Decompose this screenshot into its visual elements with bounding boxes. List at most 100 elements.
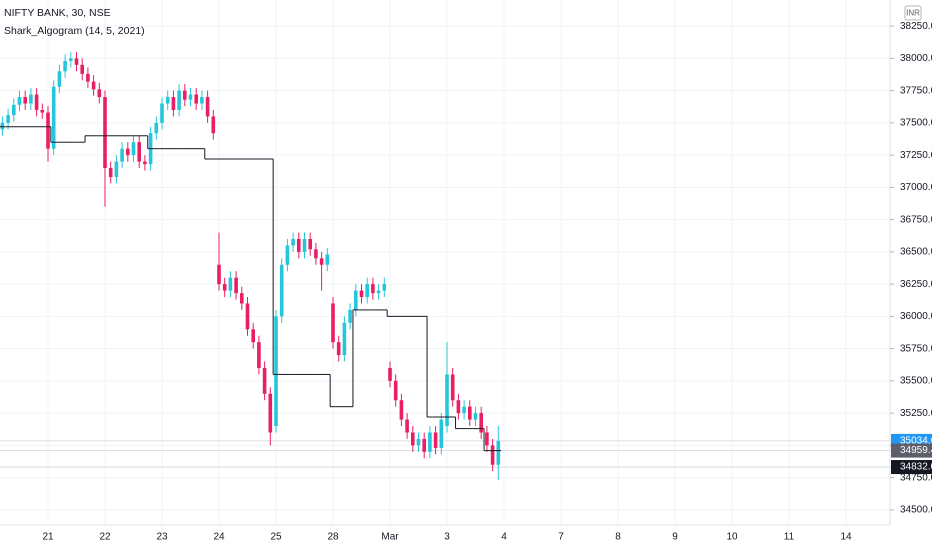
candle-body (342, 322, 347, 356)
candle-body (302, 238, 307, 252)
x-tick-label: 14 (840, 532, 852, 543)
candle-body (234, 277, 238, 294)
candle-body (365, 284, 369, 298)
candle-body (314, 249, 318, 259)
candle-body (354, 290, 358, 310)
candle-body (468, 406, 472, 420)
x-tick-label: 28 (327, 532, 339, 543)
candle-body (462, 406, 466, 414)
candle-body (177, 90, 181, 110)
candle-body (479, 413, 483, 433)
y-tick-label: 36500.00 (900, 247, 932, 258)
y-tick-label: 34750.00 (900, 472, 932, 483)
candle-body (411, 432, 415, 446)
candle-body (171, 97, 176, 110)
candle-body (86, 73, 90, 82)
candle-body (17, 97, 22, 105)
price-label-bg (891, 460, 932, 475)
candle-body (445, 374, 449, 427)
candle-body (285, 245, 290, 265)
candle-body (194, 94, 198, 104)
candle-body (456, 400, 461, 414)
price-label: 34832.00 (900, 462, 932, 473)
x-tick-label: 8 (615, 532, 621, 543)
candle-body (359, 290, 364, 298)
currency-badge (904, 5, 922, 21)
plot (0, 51, 502, 481)
candle-body (416, 438, 421, 446)
y-tick-label: 37000.00 (900, 182, 932, 193)
candle-body (137, 142, 141, 162)
candle-body (51, 86, 56, 149)
candle-body (393, 380, 398, 401)
x-tick-label: 4 (501, 532, 507, 543)
candle-body (120, 148, 124, 162)
candle-body (240, 293, 244, 304)
candle-body (29, 94, 33, 104)
x-tick-label: 10 (726, 532, 738, 543)
candle-body (6, 115, 10, 123)
candle-body (0, 122, 5, 130)
candle-body (165, 97, 170, 104)
candle-body (103, 97, 107, 169)
grid (0, 0, 890, 525)
candle-body (291, 238, 295, 246)
candle-body (348, 309, 352, 323)
y-tick-label: 34500.00 (900, 505, 932, 516)
candle-body (222, 284, 227, 291)
y-tick-label: 36000.00 (900, 311, 932, 322)
candle-body (262, 367, 267, 394)
candle-body (405, 419, 409, 433)
candle-body (211, 116, 216, 134)
candle-body (319, 258, 324, 265)
candle-body (382, 284, 387, 291)
x-tick-label: 24 (213, 532, 225, 543)
y-tick-label: 38000.00 (900, 53, 932, 64)
candle-body (399, 400, 404, 420)
candle-body (114, 161, 119, 178)
x-tick-label: 25 (270, 532, 282, 543)
y-tick-label: 36750.00 (900, 214, 932, 225)
y-tick-label: 35750.00 (900, 343, 932, 354)
candle-body (131, 142, 136, 156)
candle-body (200, 97, 204, 104)
candle-body (57, 71, 62, 87)
candle-body (183, 90, 187, 100)
chart-title: NIFTY BANK, 30, NSE (4, 7, 111, 19)
candle-body (336, 342, 341, 356)
candle-body (422, 438, 426, 452)
candle-body (325, 254, 330, 265)
currency-label: INR (906, 9, 920, 18)
candle-body (433, 432, 438, 448)
candle-body (279, 264, 284, 317)
candle-body (46, 112, 50, 149)
candle-body (485, 432, 489, 446)
candle-body (473, 413, 478, 420)
candle-body (126, 148, 130, 156)
x-tick-label: 11 (784, 532, 795, 543)
candle-body (34, 94, 39, 110)
candle-body (188, 94, 193, 100)
x-tick-label: 7 (558, 532, 564, 543)
x-tick-label: 3 (444, 532, 450, 543)
candle-body (69, 58, 73, 61)
candle-body (331, 303, 335, 343)
y-tick-label: 37250.00 (900, 150, 932, 161)
candle-body (490, 445, 495, 465)
axes: 34500.0034750.0035000.0035250.0035500.00… (42, 21, 932, 543)
candle-body (74, 58, 79, 65)
candle-body (143, 161, 147, 165)
indicator-label: Shark_Algogram (14, 5, 2021) (4, 25, 145, 37)
x-tick-label: 22 (99, 532, 111, 543)
candle-body (40, 109, 45, 113)
y-tick-label: 38250.00 (900, 21, 932, 32)
candle-body (160, 103, 164, 123)
candle-body (376, 290, 381, 294)
x-tick-label: 9 (672, 532, 678, 543)
price-label: 35034.65 (900, 436, 932, 447)
y-tick-label: 37500.00 (900, 118, 932, 129)
candle-body (205, 97, 210, 117)
candle-body (371, 284, 375, 294)
x-tick-label: 21 (42, 532, 54, 543)
